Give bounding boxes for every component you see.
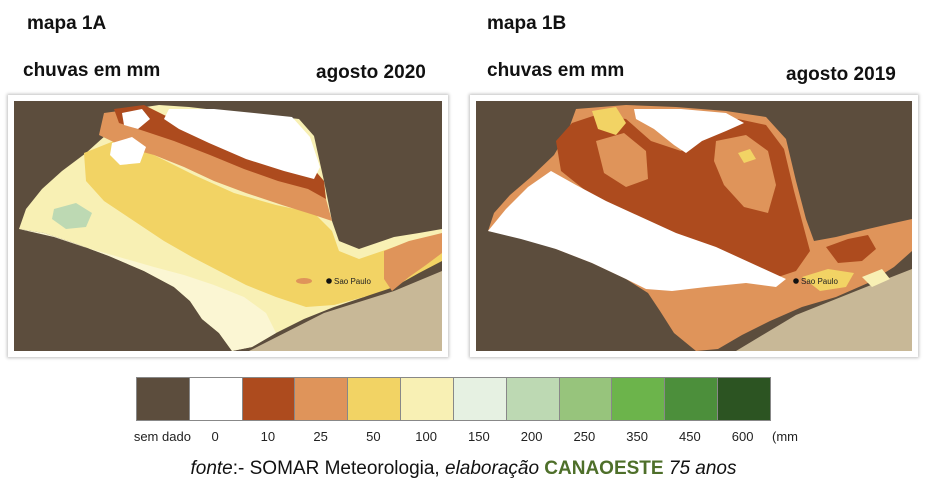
map-a-subtitle: chuvas em mm xyxy=(23,60,161,81)
legend-swatch-4 xyxy=(348,378,402,420)
map-b-25mm-patch-1 xyxy=(596,133,648,187)
legend-swatch-5 xyxy=(401,378,454,420)
map-b-title: mapa 1B xyxy=(487,13,567,34)
legend-swatch-1 xyxy=(189,378,243,420)
legend-label-5: 100 xyxy=(415,429,437,444)
source-prefix: fonte xyxy=(190,458,233,479)
map-a-25mm-band xyxy=(99,109,332,221)
legend-swatch-10 xyxy=(665,378,719,420)
map-a-light-zone xyxy=(19,229,276,351)
source-credit: fonte:- SOMAR Meteorologia, elaboração C… xyxy=(0,458,927,480)
legend-color-scale xyxy=(136,377,771,421)
map-b-0mm-north xyxy=(634,109,744,153)
map-a-title: mapa 1A xyxy=(27,13,107,34)
map-b-ocean xyxy=(736,269,912,351)
legend-label-8: 250 xyxy=(573,429,596,444)
map-b-subtitle: chuvas em mm xyxy=(487,60,625,81)
map-b-coast-100mm xyxy=(862,269,890,287)
map-a-0mm-zone xyxy=(164,109,320,179)
legend-label-7: 200 xyxy=(520,429,543,444)
map-a-coast-25mm xyxy=(384,233,442,291)
map-b-50mm-spot-1 xyxy=(592,107,626,135)
map-a-panel: Sao Paulo xyxy=(8,95,448,357)
map-b-city-label: Sao Paulo xyxy=(801,277,838,286)
legend-swatch-8 xyxy=(559,378,613,420)
map-a-city-label: Sao Paulo xyxy=(334,277,371,286)
source-brand: CANAOESTE xyxy=(544,458,664,479)
map-a-0mm-spot-1 xyxy=(110,137,146,165)
map-a-25mm-spot xyxy=(296,278,312,284)
map-a-50mm-band xyxy=(84,141,442,307)
legend-swatch-11 xyxy=(718,378,770,420)
map-a-period: agosto 2020 xyxy=(316,62,426,83)
legend-label-3: 25 xyxy=(313,429,328,444)
map-a-200mm-spot xyxy=(52,203,92,229)
map-b-50mm-spot-2 xyxy=(738,149,756,163)
map-b-25mm-patch-2 xyxy=(714,135,776,213)
legend-swatch-6 xyxy=(453,378,507,420)
map-a-10mm-band xyxy=(114,105,326,199)
source-elaboration: elaboração xyxy=(445,458,545,479)
source-anniversary: 75 anos xyxy=(663,458,737,479)
map-b-image: Sao Paulo xyxy=(476,101,912,351)
map-b-city-marker xyxy=(793,278,799,284)
map-a-city-marker xyxy=(326,278,332,284)
legend-label-10: 450 xyxy=(679,429,701,444)
source-provider: :- SOMAR Meteorologia, xyxy=(232,458,445,479)
map-b-coast-50mm xyxy=(802,269,854,291)
map-b-period: agosto 2019 xyxy=(786,64,896,85)
legend-swatch-7 xyxy=(506,378,560,420)
map-b-panel: Sao Paulo xyxy=(470,95,918,357)
map-a-image: Sao Paulo xyxy=(14,101,442,351)
legend-unit: (mm xyxy=(772,429,798,444)
legend-label-4: 50 xyxy=(366,429,381,444)
map-b-0mm-west xyxy=(488,171,786,291)
legend-swatch-3 xyxy=(295,378,349,420)
legend-swatch-9 xyxy=(612,378,666,420)
legend-label-1: 0 xyxy=(211,429,219,444)
map-b-coast-10mm xyxy=(826,235,876,263)
legend-label-6: 150 xyxy=(468,429,490,444)
legend-label-9: 350 xyxy=(626,429,648,444)
legend-swatch-0 xyxy=(137,378,190,420)
legend-label-0: sem dado xyxy=(133,429,191,444)
legend-label-11: 600 xyxy=(731,429,754,444)
map-a-ocean xyxy=(249,271,442,351)
legend-label-2: 10 xyxy=(260,429,276,444)
legend-swatch-2 xyxy=(242,378,296,420)
map-a-0mm-spot-2 xyxy=(122,109,150,129)
